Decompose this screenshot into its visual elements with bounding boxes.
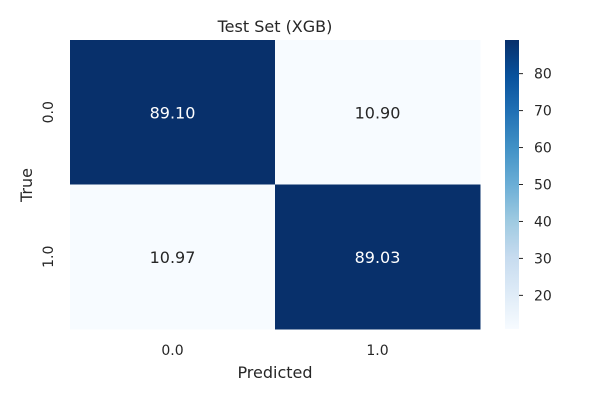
cell-value-label-0-0: 89.10 <box>150 103 196 122</box>
heatmap-cell-1-1 <box>275 184 481 330</box>
y-tick-label-1: 1.0 <box>41 246 57 268</box>
colorbar-ticks: 20 30 40 50 60 70 80 <box>519 67 552 304</box>
colorbar-tick-label-3: 50 <box>534 178 552 194</box>
x-tick-label-0: 0.0 <box>161 343 183 359</box>
heatmap-cell-0-1 <box>275 40 481 185</box>
x-tick-label-1: 1.0 <box>366 343 388 359</box>
y-axis-label: True <box>17 168 36 203</box>
y-tick-label-0: 0.0 <box>41 101 57 123</box>
colorbar-tick-label-6: 80 <box>534 67 552 83</box>
cell-value-label-0-1: 10.90 <box>355 103 401 122</box>
chart-title: Test Set (XGB) <box>217 17 333 36</box>
cell-value-label-1-0: 10.97 <box>150 248 196 267</box>
x-tick-labels: 0.0 1.0 <box>161 343 388 359</box>
colorbar-tick-label-2: 40 <box>534 214 552 230</box>
y-tick-labels: 0.0 1.0 <box>41 101 57 268</box>
colorbar-tick-label-1: 30 <box>534 251 552 267</box>
heatmap-cells: 89.10 10.90 10.97 89.03 <box>70 40 481 330</box>
heatmap-cell-1-0 <box>70 184 276 330</box>
colorbar-tick-label-5: 70 <box>534 104 552 120</box>
colorbar-tick-label-0: 20 <box>534 288 552 304</box>
colorbar <box>505 40 519 329</box>
heatmap-cell-0-0 <box>70 40 276 185</box>
x-axis-label: Predicted <box>237 363 312 382</box>
cell-value-label-1-1: 89.03 <box>355 248 401 267</box>
colorbar-tick-label-4: 60 <box>534 141 552 157</box>
